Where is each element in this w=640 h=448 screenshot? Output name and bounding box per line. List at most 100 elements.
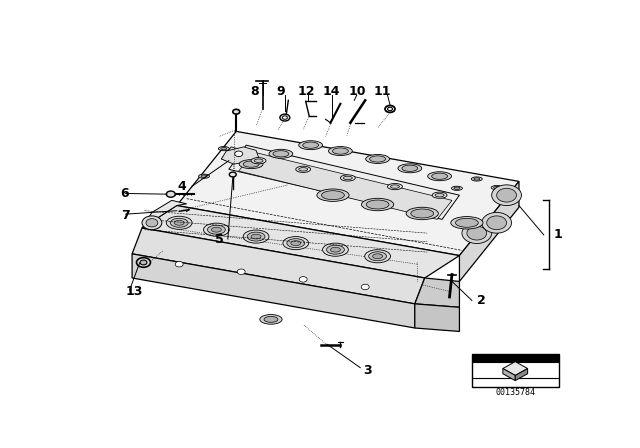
Ellipse shape: [174, 220, 184, 225]
Ellipse shape: [398, 164, 422, 173]
Text: 3: 3: [363, 364, 371, 377]
Ellipse shape: [362, 198, 394, 211]
Ellipse shape: [237, 269, 245, 275]
Ellipse shape: [198, 174, 209, 178]
Ellipse shape: [411, 209, 434, 218]
Ellipse shape: [204, 223, 229, 236]
Ellipse shape: [467, 226, 487, 240]
Ellipse shape: [454, 187, 460, 190]
Text: 10: 10: [349, 85, 367, 98]
Ellipse shape: [330, 247, 340, 252]
Bar: [472, 354, 559, 362]
Ellipse shape: [280, 114, 290, 121]
Ellipse shape: [361, 284, 369, 290]
Ellipse shape: [326, 245, 344, 254]
Ellipse shape: [482, 212, 511, 233]
Ellipse shape: [166, 191, 175, 197]
Polygon shape: [503, 369, 515, 381]
Text: 13: 13: [125, 285, 143, 298]
Polygon shape: [221, 147, 259, 164]
Text: 7: 7: [121, 209, 129, 222]
Ellipse shape: [299, 168, 308, 171]
Text: 00135784: 00135784: [495, 388, 535, 397]
Ellipse shape: [428, 172, 451, 181]
Ellipse shape: [366, 200, 389, 209]
Ellipse shape: [365, 155, 390, 164]
Ellipse shape: [372, 254, 383, 258]
Polygon shape: [132, 228, 425, 304]
Polygon shape: [132, 254, 415, 328]
Ellipse shape: [402, 165, 418, 172]
Polygon shape: [229, 145, 460, 220]
Ellipse shape: [239, 159, 263, 168]
Ellipse shape: [233, 109, 240, 114]
Ellipse shape: [474, 178, 480, 180]
Ellipse shape: [303, 142, 319, 148]
Ellipse shape: [136, 258, 150, 267]
Ellipse shape: [299, 141, 323, 150]
Polygon shape: [415, 278, 460, 307]
Ellipse shape: [323, 243, 348, 256]
Ellipse shape: [456, 218, 478, 227]
Ellipse shape: [344, 176, 352, 180]
Text: 14: 14: [323, 85, 340, 98]
Ellipse shape: [243, 161, 259, 167]
Ellipse shape: [211, 227, 221, 232]
Ellipse shape: [273, 151, 289, 157]
Ellipse shape: [493, 186, 500, 189]
Ellipse shape: [451, 216, 483, 229]
Text: 1: 1: [554, 228, 563, 241]
Ellipse shape: [471, 177, 483, 181]
Ellipse shape: [328, 146, 352, 155]
Ellipse shape: [492, 185, 522, 206]
Ellipse shape: [260, 314, 282, 324]
Ellipse shape: [321, 191, 344, 200]
Text: 4: 4: [178, 180, 187, 193]
Ellipse shape: [385, 105, 395, 112]
Ellipse shape: [291, 241, 301, 246]
Polygon shape: [221, 147, 261, 168]
Ellipse shape: [283, 237, 308, 250]
Text: 5: 5: [215, 233, 224, 246]
Ellipse shape: [491, 185, 502, 190]
Ellipse shape: [140, 260, 147, 265]
Ellipse shape: [235, 151, 243, 156]
Ellipse shape: [170, 218, 188, 227]
Ellipse shape: [218, 146, 229, 151]
Ellipse shape: [432, 192, 447, 198]
Ellipse shape: [201, 175, 207, 177]
Polygon shape: [415, 304, 460, 332]
Ellipse shape: [264, 316, 278, 322]
Ellipse shape: [431, 173, 447, 179]
Ellipse shape: [317, 189, 349, 202]
Text: 8: 8: [250, 85, 259, 98]
Ellipse shape: [296, 166, 310, 172]
Ellipse shape: [221, 147, 227, 150]
Ellipse shape: [406, 207, 438, 220]
Bar: [472, 354, 559, 387]
Ellipse shape: [207, 225, 225, 234]
Ellipse shape: [388, 184, 403, 190]
Polygon shape: [503, 362, 527, 375]
Ellipse shape: [254, 159, 263, 163]
Ellipse shape: [388, 107, 392, 111]
Ellipse shape: [435, 194, 444, 197]
Text: 11: 11: [374, 85, 391, 98]
Text: 6: 6: [121, 187, 129, 200]
Ellipse shape: [251, 158, 266, 164]
Ellipse shape: [365, 250, 390, 263]
Ellipse shape: [282, 116, 287, 119]
Ellipse shape: [243, 230, 269, 243]
Ellipse shape: [486, 216, 507, 230]
Ellipse shape: [340, 175, 355, 181]
Polygon shape: [142, 200, 187, 228]
Ellipse shape: [269, 149, 292, 158]
Ellipse shape: [175, 262, 183, 267]
Ellipse shape: [497, 188, 516, 202]
Text: 12: 12: [298, 85, 316, 98]
Ellipse shape: [369, 252, 387, 261]
Ellipse shape: [251, 234, 261, 239]
Ellipse shape: [451, 186, 463, 190]
Polygon shape: [239, 152, 452, 220]
Ellipse shape: [229, 172, 236, 177]
